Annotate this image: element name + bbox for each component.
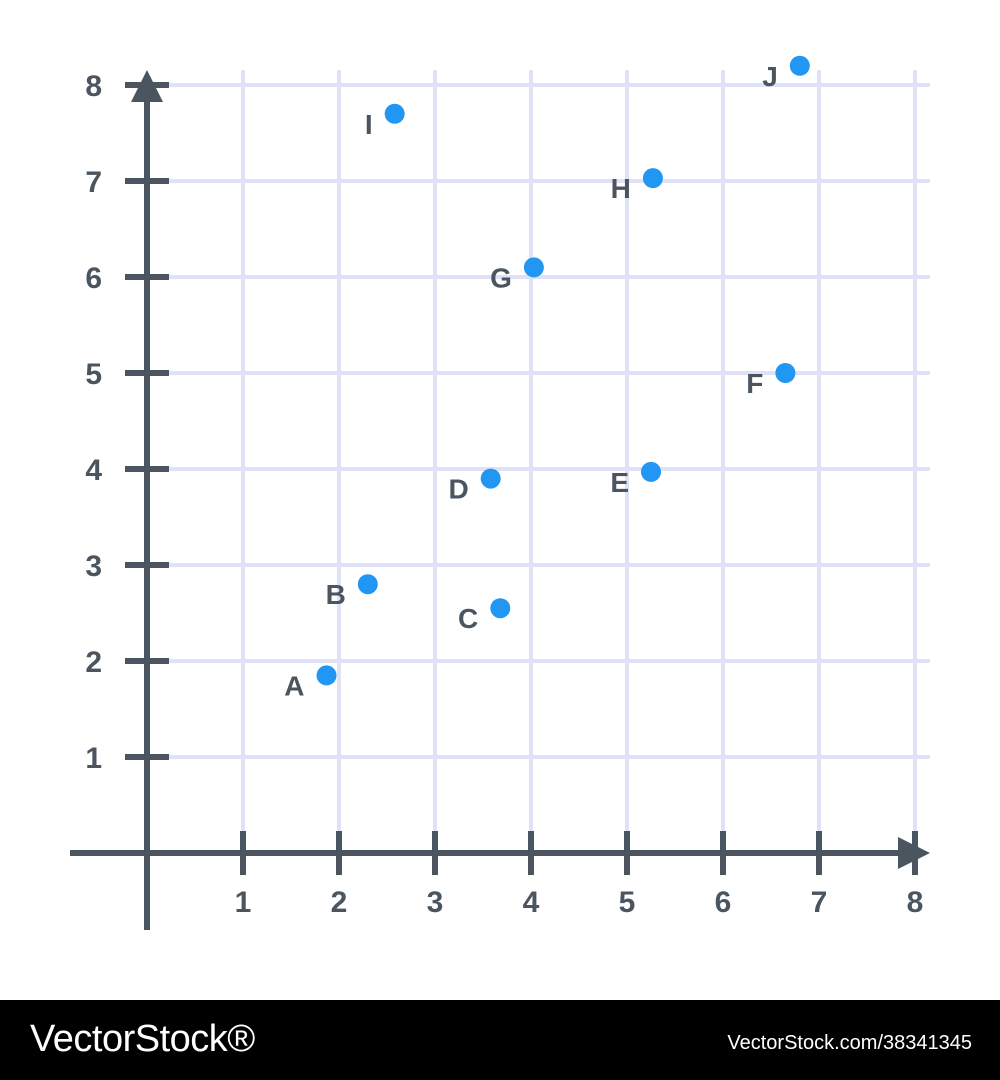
data-point-f xyxy=(775,363,796,383)
watermark-brand: VectorStock® xyxy=(30,1018,255,1060)
data-point-label-h: H xyxy=(611,173,631,204)
data-point-i xyxy=(384,103,405,124)
watermark-footer: VectorStock® VectorStock.com/38341345 xyxy=(0,1000,1000,1080)
data-point-label-g: G xyxy=(490,262,512,293)
x-tick-label: 3 xyxy=(427,886,444,919)
data-point-g xyxy=(523,257,544,278)
x-tick-label: 6 xyxy=(715,886,732,919)
data-point-h xyxy=(642,168,663,189)
axes: 1 2 3 4 5 6 7 8 1 2 3 4 5 6 7 8 xyxy=(70,70,930,930)
chart-canvas: 1 2 3 4 5 6 7 8 1 2 3 4 5 6 7 8 A B C D E F G H I J xyxy=(70,55,930,930)
x-tick-label: 8 xyxy=(907,886,924,919)
data-point-a xyxy=(316,665,337,686)
x-tick-label: 2 xyxy=(331,886,348,919)
y-tick-label: 3 xyxy=(85,550,102,583)
data-point-label-e: E xyxy=(610,467,629,498)
data-point-label-i: I xyxy=(365,109,373,140)
data-point-label-f: F xyxy=(746,368,763,399)
data-point-b xyxy=(357,574,378,595)
data-point-j xyxy=(789,55,810,76)
data-point-label-a: A xyxy=(284,670,304,701)
y-tick-label: 2 xyxy=(85,646,102,679)
data-point-e xyxy=(641,461,661,482)
watermark-image-id: VectorStock.com/38341345 xyxy=(727,1032,972,1054)
x-tick-label: 7 xyxy=(811,886,828,919)
y-tick-label: 4 xyxy=(85,454,102,487)
y-tick-label: 1 xyxy=(85,742,102,775)
y-tick-label: 7 xyxy=(85,166,102,199)
data-point-c xyxy=(490,598,511,619)
data-point-d xyxy=(480,468,501,489)
x-tick-label: 1 xyxy=(235,886,252,919)
grid xyxy=(155,70,930,845)
x-tick-label: 5 xyxy=(619,886,636,919)
data-points: A B C D E F G H I J xyxy=(284,55,810,701)
y-tick-label: 5 xyxy=(85,358,102,391)
y-tick-label: 8 xyxy=(85,70,102,103)
data-point-label-c: C xyxy=(458,603,478,634)
scatter-chart: 1 2 3 4 5 6 7 8 1 2 3 4 5 6 7 8 A B C D E F G H I J xyxy=(70,55,930,930)
data-point-label-d: D xyxy=(448,474,468,505)
y-tick-label: 6 xyxy=(85,262,102,295)
data-point-label-j: J xyxy=(762,61,778,92)
x-tick-label: 4 xyxy=(523,886,540,919)
data-point-label-b: B xyxy=(326,579,346,610)
